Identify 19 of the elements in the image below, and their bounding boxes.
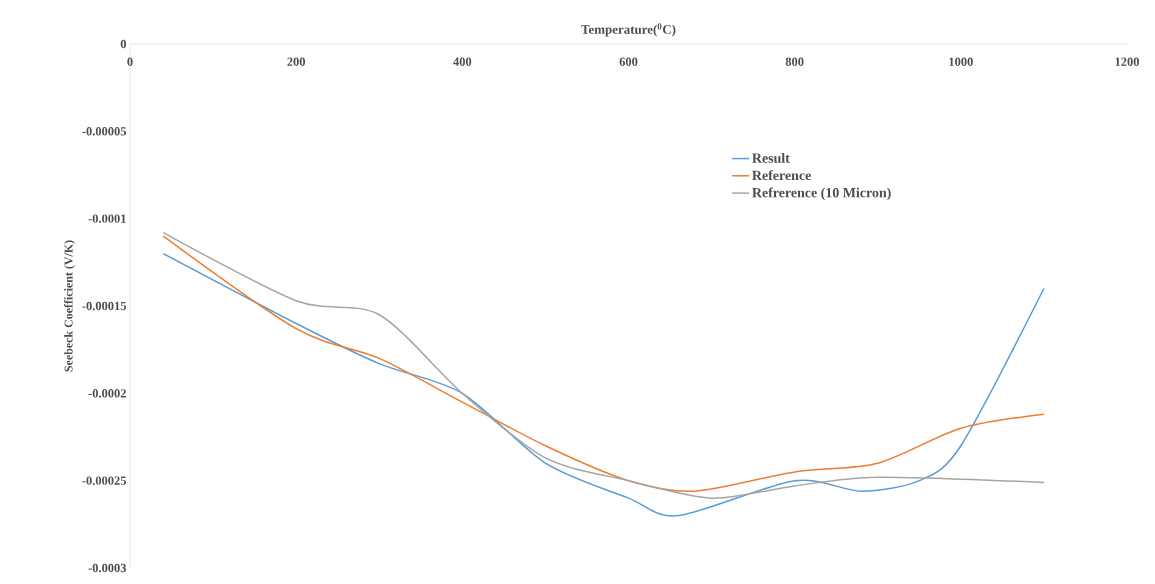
x-tick-label: 600 <box>619 57 638 66</box>
x-tick-label: 0 <box>127 57 133 66</box>
x-tick-label: 1000 <box>949 57 973 66</box>
y-tick-label: -0.0003 <box>88 563 127 573</box>
x-tick-label: 200 <box>287 57 306 66</box>
x-axis-title: Temperature($^{0}$C) <box>581 23 676 37</box>
x-tick-label: 800 <box>785 57 804 66</box>
x-tick-label: 400 <box>453 57 472 66</box>
y-tick-label: -0.0001 <box>88 214 126 223</box>
legend-label: Refrerence (10 Micron) <box>752 187 891 201</box>
y-tick-label: -0.00015 <box>82 301 127 311</box>
x-tick-label: 1200 <box>1115 57 1139 66</box>
y-tick-label: -0.00025 <box>82 476 127 485</box>
y-tick-label: -0.00005 <box>82 127 127 136</box>
y-axis-title: Seebeck Coefficient (V/K) <box>64 240 76 372</box>
legend-label: Result <box>752 152 790 163</box>
y-tick-label: 0 <box>120 39 126 49</box>
y-tick-label: -0.0002 <box>88 389 126 398</box>
legend-label: Reference <box>752 170 811 181</box>
